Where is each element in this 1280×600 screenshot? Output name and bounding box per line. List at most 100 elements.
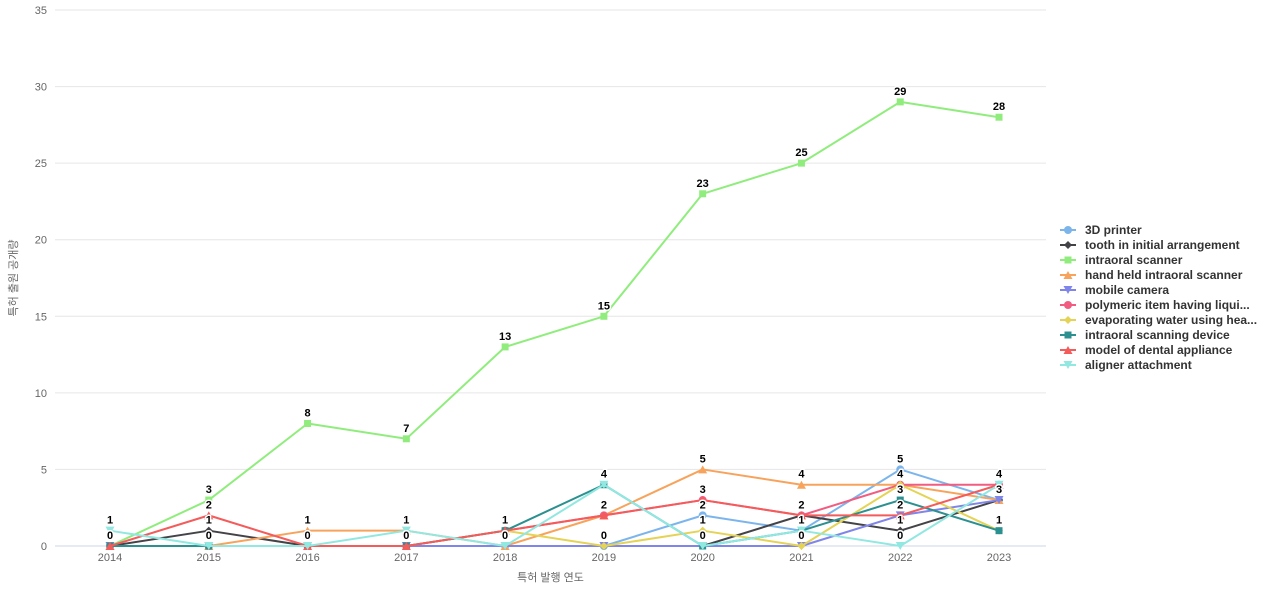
circle-point-marker-icon[interactable] xyxy=(698,511,707,520)
data-label: 3 xyxy=(700,484,706,496)
triangle-point-marker-icon[interactable] xyxy=(500,526,510,535)
triangle-down-point-marker-icon[interactable] xyxy=(303,542,313,550)
series-aligner-attachment[interactable] xyxy=(105,480,1004,550)
legend-circle-marker-icon xyxy=(1060,225,1076,234)
legend-item-label: evaporating water using hea... xyxy=(1085,312,1258,327)
triangle-down-point-marker-icon[interactable] xyxy=(994,496,1004,505)
legend-item-hand-held-intraoral-scanner[interactable]: hand held intraoral scanner xyxy=(1060,267,1257,282)
data-label: 4 xyxy=(798,469,805,481)
x-tick-label: 2016 xyxy=(295,552,319,564)
diamond-point-marker-icon[interactable] xyxy=(698,526,707,535)
square-point-marker-icon[interactable] xyxy=(402,435,410,443)
triangle-point-marker-icon[interactable] xyxy=(698,465,708,474)
data-label: 8 xyxy=(304,407,310,419)
data-label: 0 xyxy=(304,530,310,542)
x-tick-label: 2017 xyxy=(394,552,418,564)
y-tick-label: 5 xyxy=(41,464,47,476)
data-label: 0 xyxy=(403,530,409,542)
square-point-marker-icon[interactable] xyxy=(205,496,213,504)
diamond-point-marker-icon[interactable] xyxy=(204,526,213,535)
x-tick-label: 2018 xyxy=(493,552,517,564)
triangle-point-marker-icon[interactable] xyxy=(105,542,115,550)
data-label: 29 xyxy=(894,86,906,98)
legend-item-3d-printer[interactable]: 3D printer xyxy=(1060,222,1257,237)
square-point-marker-icon[interactable] xyxy=(995,527,1003,535)
legend-circle-marker-icon xyxy=(1060,300,1076,309)
legend-item-intraoral-scanner[interactable]: intraoral scanner xyxy=(1060,252,1257,267)
triangle-point-marker-icon[interactable] xyxy=(698,496,708,505)
legend-item-intraoral-scanning-device[interactable]: intraoral scanning device xyxy=(1060,327,1257,342)
series-line xyxy=(109,483,1001,547)
data-label: 3 xyxy=(996,484,1002,496)
legend-item-label: aligner attachment xyxy=(1085,357,1192,372)
diamond-point-marker-icon[interactable] xyxy=(599,542,608,550)
data-label: 4 xyxy=(996,469,1003,481)
legend-item-tooth-in-initial-arrangement[interactable]: tooth in initial arrangement xyxy=(1060,237,1257,252)
chart-legend: 3D printer tooth in initial arrangement … xyxy=(1060,222,1257,372)
x-tick-label: 2020 xyxy=(690,552,714,564)
triangle-point-marker-icon[interactable] xyxy=(401,542,411,550)
triangle-down-point-marker-icon[interactable] xyxy=(599,480,609,489)
square-point-marker-icon[interactable] xyxy=(896,98,904,106)
triangle-point-marker-icon[interactable] xyxy=(599,511,609,520)
triangle-point-marker-icon[interactable] xyxy=(796,511,806,520)
data-label: 28 xyxy=(993,101,1005,113)
y-tick-label: 10 xyxy=(35,388,47,400)
data-label: 25 xyxy=(795,147,807,159)
series-line xyxy=(109,468,1001,547)
square-point-marker-icon[interactable] xyxy=(896,496,904,504)
triangle-down-point-marker-icon[interactable] xyxy=(796,526,806,535)
triangle-point-marker-icon[interactable] xyxy=(796,480,806,489)
data-label: 1 xyxy=(897,515,903,527)
y-tick-label: 15 xyxy=(35,311,47,323)
data-label: 0 xyxy=(107,530,113,542)
data-label: 2 xyxy=(700,499,706,511)
square-point-marker-icon[interactable] xyxy=(995,113,1003,121)
triangle-down-point-marker-icon[interactable] xyxy=(401,526,411,535)
data-label: 1 xyxy=(206,515,212,527)
y-tick-label: 35 xyxy=(35,5,47,17)
data-label: 3 xyxy=(206,484,212,496)
triangle-down-point-marker-icon[interactable] xyxy=(994,480,1004,489)
data-label: 13 xyxy=(499,331,511,343)
x-tick-label: 2019 xyxy=(592,552,616,564)
triangle-down-point-marker-icon[interactable] xyxy=(204,542,214,550)
legend-diamond-marker-icon xyxy=(1060,240,1076,249)
square-point-marker-icon[interactable] xyxy=(501,343,509,351)
triangle-point-marker-icon[interactable] xyxy=(895,511,905,520)
x-tick-label: 2015 xyxy=(197,552,221,564)
triangle-down-point-marker-icon[interactable] xyxy=(105,526,115,535)
data-label: 5 xyxy=(897,453,903,465)
square-point-marker-icon[interactable] xyxy=(600,312,608,320)
x-tick-label: 2021 xyxy=(789,552,813,564)
circle-point-marker-icon[interactable] xyxy=(896,465,905,474)
y-tick-label: 0 xyxy=(41,541,47,553)
legend-item-aligner-attachment[interactable]: aligner attachment xyxy=(1060,357,1257,372)
square-point-marker-icon[interactable] xyxy=(699,190,707,198)
diamond-point-marker-icon[interactable] xyxy=(797,542,806,550)
triangle-down-point-marker-icon[interactable] xyxy=(500,542,510,550)
legend-item-model-of-dental-appliance[interactable]: model of dental appliance xyxy=(1060,342,1257,357)
data-label: 0 xyxy=(700,530,706,542)
diamond-point-marker-icon[interactable] xyxy=(896,526,905,535)
diamond-point-marker-icon[interactable] xyxy=(896,480,905,489)
x-tick-label: 2014 xyxy=(98,552,122,564)
data-label: 0 xyxy=(798,530,804,542)
data-label: 1 xyxy=(700,515,706,527)
data-label: 0 xyxy=(601,530,607,542)
triangle-point-marker-icon[interactable] xyxy=(204,511,214,520)
square-point-marker-icon[interactable] xyxy=(797,159,805,167)
legend-item-polymeric-item[interactable]: polymeric item having liqui... xyxy=(1060,297,1257,312)
triangle-down-point-marker-icon[interactable] xyxy=(895,542,905,550)
series-intraoral-scanner[interactable] xyxy=(106,98,1003,550)
data-label: 0 xyxy=(206,530,212,542)
square-point-marker-icon[interactable] xyxy=(304,419,312,427)
legend-item-mobile-camera[interactable]: mobile camera xyxy=(1060,282,1257,297)
y-axis-title: 특허 출원 공개량 xyxy=(7,240,20,317)
legend-item-evaporating-water[interactable]: evaporating water using hea... xyxy=(1060,312,1257,327)
triangle-point-marker-icon[interactable] xyxy=(303,526,313,535)
data-label: 0 xyxy=(897,530,903,542)
data-label: 2 xyxy=(601,499,607,511)
triangle-down-point-marker-icon[interactable] xyxy=(698,542,708,550)
